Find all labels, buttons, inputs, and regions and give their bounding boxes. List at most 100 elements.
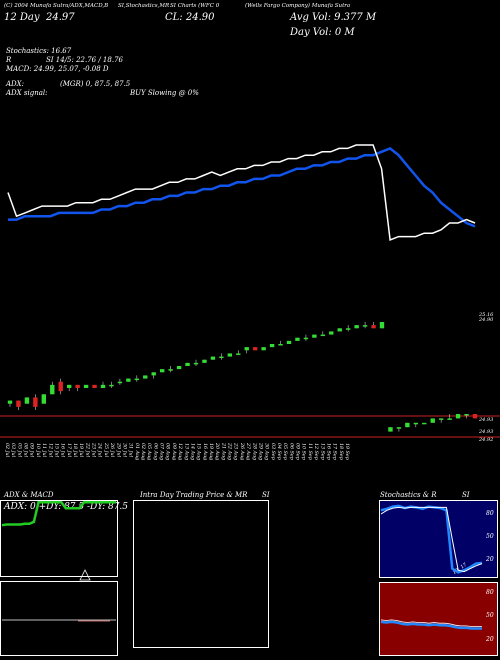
- rsi-chart: [380, 619, 482, 630]
- date-tick-label: 08 Aug: [165, 443, 171, 460]
- date-tick-label: 16 Aug: [202, 443, 208, 460]
- date-tick-label: 30 Jul: [121, 443, 127, 458]
- close-label: CL: 24.90: [165, 12, 215, 23]
- candle-body: [396, 427, 402, 429]
- candle-body: [337, 328, 342, 332]
- date-tick-label: 25 Jul: [103, 442, 109, 458]
- date-tick-label: 19 Sep: [344, 443, 350, 460]
- candle-body: [143, 375, 148, 379]
- day-vol: Day Vol: 0 M: [290, 27, 355, 38]
- candle-body: [92, 384, 97, 388]
- date-tick-label: 23 Aug: [233, 442, 239, 460]
- candle-body: [168, 369, 173, 371]
- date-tick-label: 31 Jul: [128, 443, 134, 458]
- intraday-panel: [133, 500, 269, 648]
- avg-vol: Avg Vol: 9.377 M: [290, 12, 377, 23]
- candle-body: [176, 366, 182, 370]
- mfi-line: [380, 619, 482, 627]
- candle-body: [269, 344, 275, 348]
- stoch-d-line: [380, 506, 483, 573]
- candle-body: [151, 372, 156, 376]
- date-tag: 12 Day: [4, 12, 40, 23]
- candle-body: [126, 378, 131, 382]
- price-label-b2: 24.93: [479, 429, 494, 435]
- price-label-b3: 24.92: [479, 437, 494, 443]
- candle-body: [472, 414, 478, 419]
- adx-panel: [0, 500, 118, 577]
- candle-body: [185, 362, 190, 366]
- candle-body: [16, 400, 21, 407]
- date-tick-label: 29 Aug: [257, 442, 263, 460]
- intraday-si: SI: [262, 491, 270, 499]
- rsi-line: [380, 620, 482, 630]
- candle-body: [236, 353, 241, 355]
- adx-marker: [79, 569, 91, 581]
- stoch-k-line: [380, 504, 483, 574]
- candle-body: [464, 414, 469, 416]
- date-tick-label: 02 Aug: [140, 443, 146, 460]
- intraday-title: Intra Day Trading Price & MR: [140, 491, 248, 499]
- candle-body: [33, 397, 38, 407]
- date-tick-label: 01 Aug: [134, 443, 140, 460]
- date-tick-label: 06 Sep: [288, 443, 294, 460]
- candle-body: [24, 397, 30, 404]
- candle-body: [202, 359, 207, 363]
- price-ema-chart: [7, 144, 476, 242]
- candle-body: [312, 334, 317, 338]
- header-line1-far: (Wells Fargo Company) Munafa Sutra: [245, 3, 351, 9]
- candlestick-chart: [0, 322, 500, 438]
- date-tick-label: 19 Aug: [208, 443, 214, 460]
- candle-body: [210, 356, 216, 360]
- candle-body: [362, 325, 368, 327]
- candle-body: [100, 384, 106, 388]
- date-tick-label: 05 Jul: [16, 443, 22, 458]
- mgr-readout: (MGR) 0, 87.5, 87.5: [60, 80, 131, 88]
- candle-body: [345, 328, 351, 330]
- ema-line: [8, 146, 476, 228]
- adx-chart: [1, 501, 116, 622]
- candle-body: [109, 384, 114, 387]
- date-tick-label: 03 Jul: [10, 443, 16, 458]
- header-line1-left: (C) 2004 Munafa Sutra/ADX,MACD,B: [4, 3, 109, 9]
- adx-line: [1, 501, 116, 527]
- date-tick-label: 18 Sep: [338, 443, 344, 460]
- stoch-panel-si: SI: [462, 491, 470, 499]
- date-tick-label: 10 Sep: [301, 443, 307, 460]
- date-tick-label: 02 Jul: [4, 443, 10, 458]
- candle-body: [320, 334, 326, 337]
- date-tick-label: 21 Aug: [220, 442, 226, 460]
- date-tick-label: 13 Sep: [319, 443, 325, 460]
- macd-readout: MACD: 24.99, 25.07, -0.08 D: [6, 65, 109, 73]
- candle-body: [455, 414, 461, 419]
- candle-body: [50, 384, 55, 395]
- date-tick-label: 18 Jul: [72, 443, 78, 458]
- date-tick-label: 17 Sep: [332, 443, 338, 460]
- mid-price: 24.97: [46, 12, 75, 23]
- price-label-top2: 24.90: [479, 317, 494, 323]
- buy-signal: BUY Slowing @ 0%: [130, 89, 199, 97]
- candle-body: [58, 381, 63, 392]
- r-label: R: [6, 56, 12, 64]
- date-tick-label: 05 Aug: [146, 443, 152, 460]
- date-tick-label: 16 Jul: [60, 443, 66, 458]
- date-tick-label: 19 Jul: [78, 443, 84, 458]
- candle-body: [252, 347, 258, 351]
- date-tick-label: 06 Aug: [152, 443, 158, 460]
- date-tick-label: 07 Aug: [159, 443, 165, 460]
- macd-panel: [0, 581, 118, 656]
- candle-body: [303, 337, 309, 340]
- candle-body: [354, 325, 359, 329]
- date-tick-label: 12 Aug: [177, 443, 183, 460]
- candle-body: [430, 418, 435, 423]
- candle-body: [7, 400, 13, 404]
- main-chart: 02 Jul 03 Jul 05 Jul 08 Jul 09 Jul 10 Jul 11 J…: [0, 144, 500, 460]
- header-line1-right: SI Charts (WFC 0: [170, 3, 220, 9]
- date-tick-label: 12 Jul: [47, 443, 53, 458]
- candle-body: [219, 356, 224, 359]
- date-tick-label: 04 Sep: [276, 443, 282, 460]
- candle-body: [379, 322, 385, 329]
- adx-signal-label: ADX signal:: [6, 89, 48, 97]
- date-tick-label: 26 Jul: [109, 442, 115, 458]
- price-line: [7, 144, 476, 242]
- date-tick-label: 29 Jul: [115, 442, 121, 458]
